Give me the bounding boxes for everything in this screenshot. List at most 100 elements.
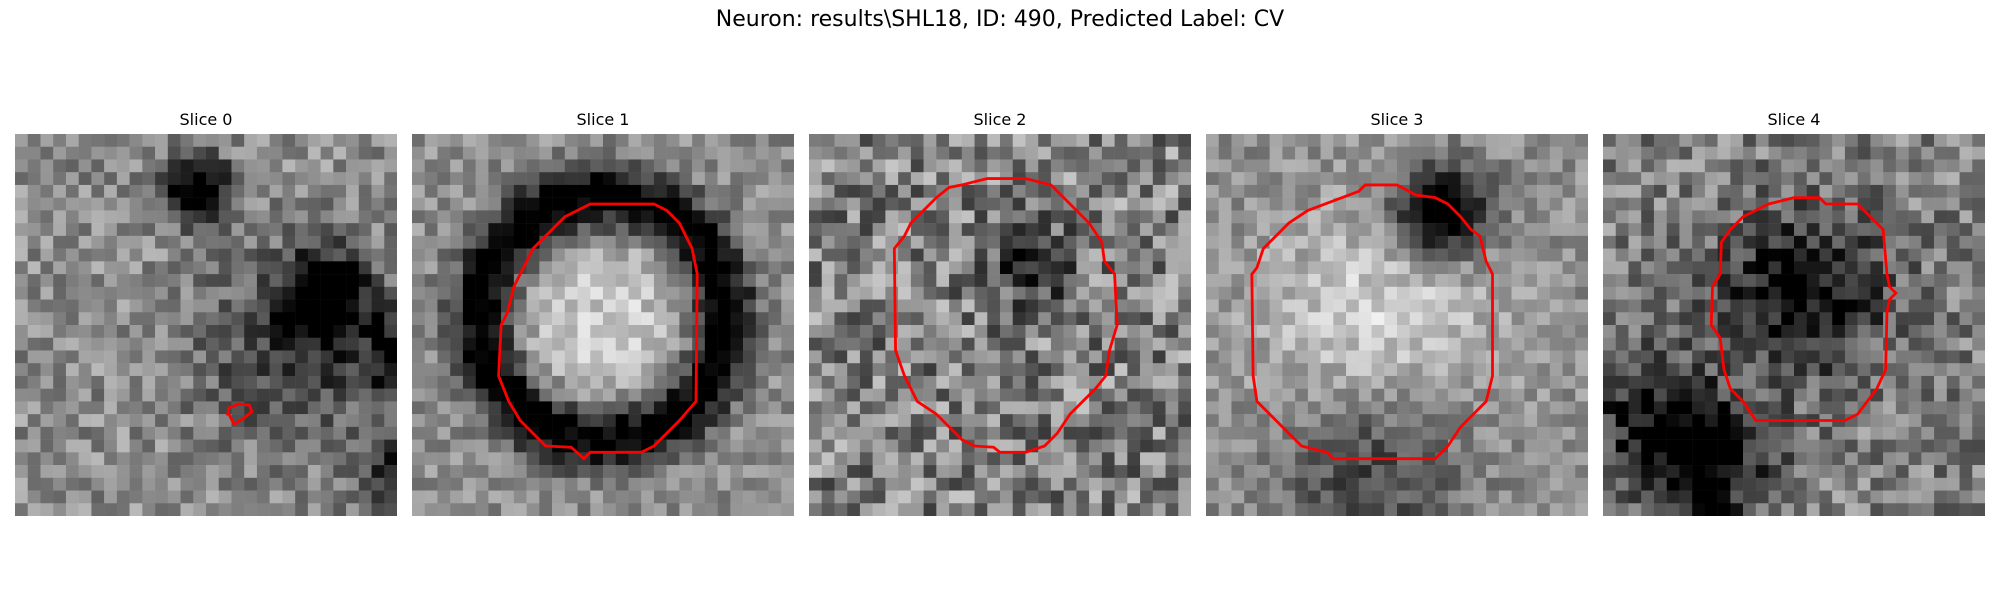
pixel (1307, 375, 1321, 389)
pixel (1127, 363, 1141, 377)
pixel (1819, 490, 1833, 504)
pixel (730, 363, 744, 377)
pixel (1692, 337, 1706, 351)
pixel (1256, 337, 1270, 351)
pixel (40, 197, 54, 211)
pixel (1908, 184, 1922, 198)
pixel (1050, 337, 1064, 351)
pixel (1653, 210, 1667, 224)
pixel (218, 388, 232, 402)
pixel (872, 184, 886, 198)
pixel (384, 312, 397, 326)
pixel (1959, 325, 1973, 338)
pixel (180, 325, 194, 338)
pixel (847, 184, 861, 198)
pixel (1679, 274, 1693, 288)
pixel (1397, 248, 1410, 262)
pixel (898, 452, 912, 466)
pixel (539, 426, 553, 440)
pixel (1717, 439, 1731, 453)
pixel (1934, 401, 1948, 415)
pixel (91, 197, 105, 211)
pixel (1397, 439, 1410, 453)
pixel (1908, 235, 1922, 249)
pixel (1012, 235, 1026, 249)
pixel (1371, 299, 1385, 313)
pixel (1114, 414, 1128, 428)
pixel (488, 388, 502, 402)
pixel (1152, 490, 1166, 504)
pixel (564, 172, 578, 186)
pixel (91, 401, 105, 415)
pixel (167, 401, 181, 415)
pixel (987, 388, 1001, 402)
pixel (1603, 477, 1616, 491)
pixel (1127, 325, 1141, 338)
pixel (821, 146, 835, 160)
pixel (1269, 503, 1283, 516)
pixel (1397, 235, 1410, 249)
pixel (781, 401, 794, 415)
pixel (1679, 363, 1693, 377)
pixel (1447, 274, 1461, 288)
pixel (475, 325, 489, 338)
pixel (1857, 146, 1871, 160)
pixel (1641, 159, 1655, 173)
pixel (320, 401, 334, 415)
pixel (346, 146, 360, 160)
pixel (1282, 325, 1296, 338)
pixel (1063, 312, 1077, 326)
pixel (1025, 452, 1039, 466)
pixel (577, 426, 591, 440)
pixel (53, 261, 67, 275)
pixel (91, 490, 105, 504)
pixel (834, 414, 848, 428)
pixel (244, 235, 258, 249)
pixel (679, 159, 693, 173)
pixel (501, 337, 515, 351)
pixel (78, 401, 92, 415)
pixel (1140, 452, 1154, 466)
pixel (1972, 261, 1985, 275)
pixel (180, 312, 194, 326)
pixel (1717, 503, 1731, 516)
pixel (231, 299, 245, 313)
pixel (295, 375, 309, 389)
pixel (450, 134, 464, 147)
pixel (320, 350, 334, 364)
pixel (15, 363, 28, 377)
pixel (1320, 146, 1334, 160)
pixel (91, 184, 105, 198)
slice-title: Slice 4 (1767, 110, 1821, 129)
pixel (1486, 503, 1500, 516)
pixel (371, 490, 385, 504)
pixel (821, 197, 835, 211)
pixel (1959, 439, 1973, 453)
pixel (78, 248, 92, 262)
pixel (218, 248, 232, 262)
pixel (1679, 184, 1693, 198)
pixel (1282, 248, 1296, 262)
pixel (501, 490, 515, 504)
pixel (1844, 490, 1858, 504)
pixel (1460, 477, 1474, 491)
pixel (1140, 477, 1154, 491)
pixel (244, 325, 258, 338)
pixel (1921, 452, 1935, 466)
pixel (949, 388, 963, 402)
pixel (65, 503, 79, 516)
pixel (1603, 159, 1616, 173)
pixel (834, 350, 848, 364)
pixel (1460, 172, 1474, 186)
pixel (27, 312, 41, 326)
pixel (1206, 439, 1219, 453)
pixel (104, 388, 118, 402)
pixel (1666, 477, 1680, 491)
pixel (1628, 210, 1642, 224)
pixel (717, 401, 731, 415)
pixel (371, 414, 385, 428)
pixel (333, 299, 347, 313)
pixel (450, 503, 464, 516)
pixel (859, 337, 873, 351)
pixel (206, 172, 219, 186)
